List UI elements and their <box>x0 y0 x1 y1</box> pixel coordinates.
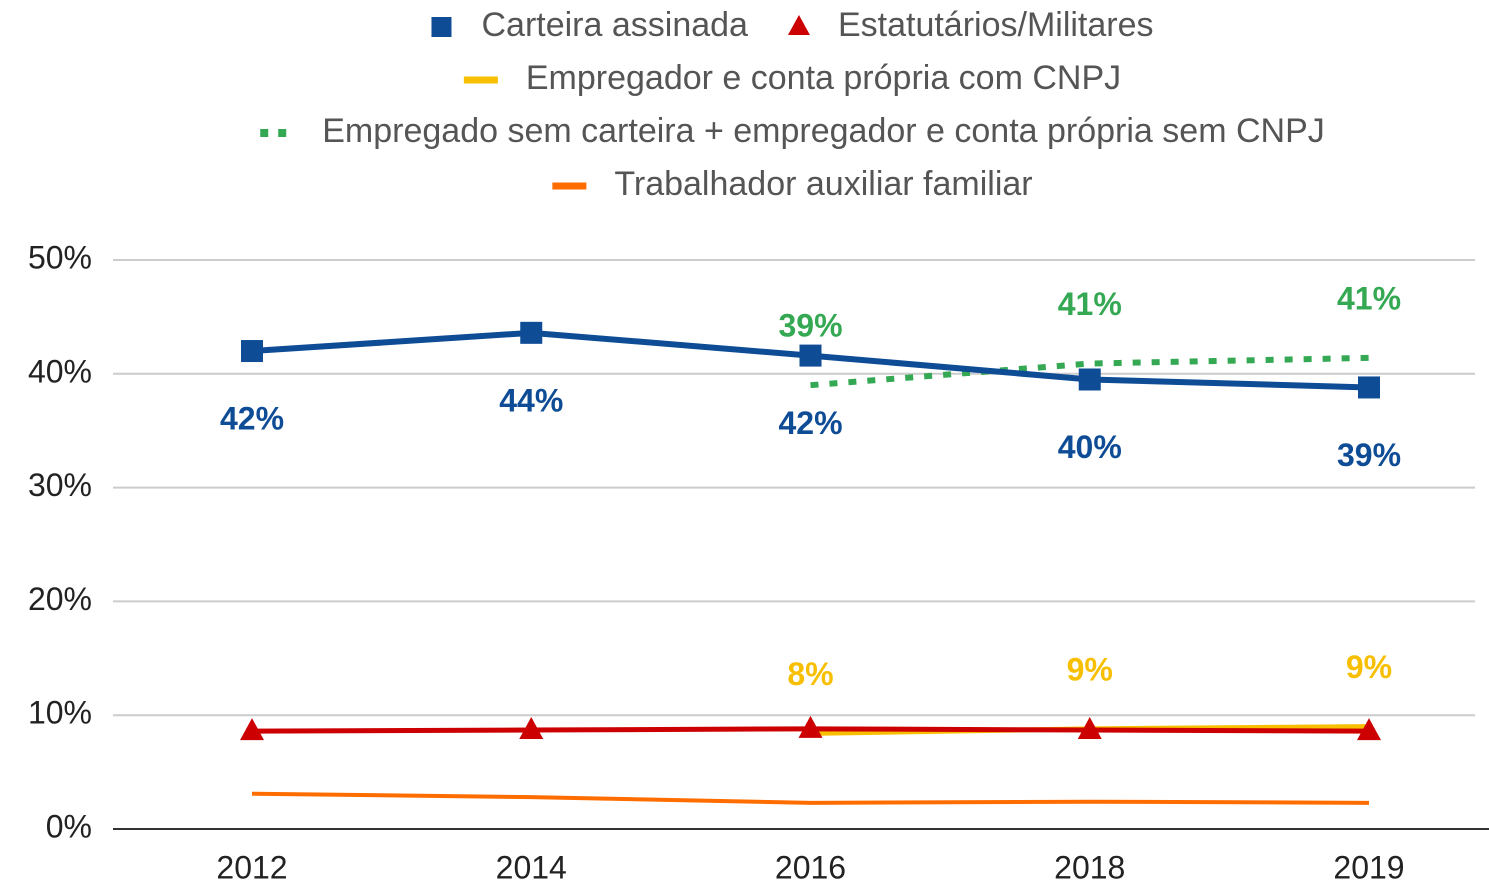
data-label: 40% <box>1058 429 1122 465</box>
data-label: 39% <box>778 308 842 344</box>
legend-row: Empregado sem carteira + empregador e co… <box>260 112 1325 150</box>
point-marker <box>1077 716 1102 739</box>
x-tick-label: 2018 <box>1054 849 1125 885</box>
point-marker <box>798 715 823 738</box>
point-marker <box>1357 718 1381 741</box>
point-marker <box>1358 376 1380 399</box>
data-label: 42% <box>778 405 842 441</box>
y-tick-label: 10% <box>28 695 92 731</box>
legend-row: Carteira assinada Estatutários/Militares <box>431 6 1154 44</box>
point-marker <box>240 718 264 741</box>
point-marker <box>241 340 263 363</box>
legend-label: Carteira assinada <box>481 6 748 44</box>
legend-label: Estatutários/Militares <box>838 6 1154 44</box>
legend-row: Empregador e conta própria com CNPJ <box>463 59 1121 97</box>
point-marker <box>1078 368 1101 391</box>
data-label: 44% <box>499 382 563 418</box>
point-marker <box>799 344 822 367</box>
series-line <box>251 791 1370 805</box>
x-tick-label: 2012 <box>216 849 287 885</box>
point-marker <box>520 321 543 344</box>
legend-label: Trabalhador auxiliar familiar <box>614 165 1032 203</box>
data-label: 39% <box>1337 437 1401 473</box>
legend-row: Trabalhador auxiliar familiar <box>552 165 1033 203</box>
x-tick-label: 2014 <box>496 849 567 885</box>
y-tick-label: 30% <box>28 467 92 503</box>
legend-swatch <box>431 17 452 37</box>
data-label: 8% <box>787 656 833 692</box>
legend-swatch <box>787 15 810 35</box>
data-label: 9% <box>1346 649 1392 685</box>
y-tick-label: 20% <box>28 581 92 617</box>
y-tick-label: 50% <box>28 239 92 275</box>
legend-label: Empregador e conta própria com CNPJ <box>526 59 1121 97</box>
data-label: 41% <box>1337 280 1401 316</box>
x-tick-label: 2019 <box>1333 849 1404 885</box>
point-marker <box>519 716 544 739</box>
y-tick-label: 0% <box>46 808 92 844</box>
data-label: 42% <box>220 400 284 436</box>
data-label: 41% <box>1058 286 1122 322</box>
legend-label: Empregado sem carteira + empregador e co… <box>322 112 1325 150</box>
y-tick-label: 40% <box>28 353 92 389</box>
data-label: 9% <box>1067 651 1113 687</box>
x-tick-label: 2016 <box>775 849 846 885</box>
